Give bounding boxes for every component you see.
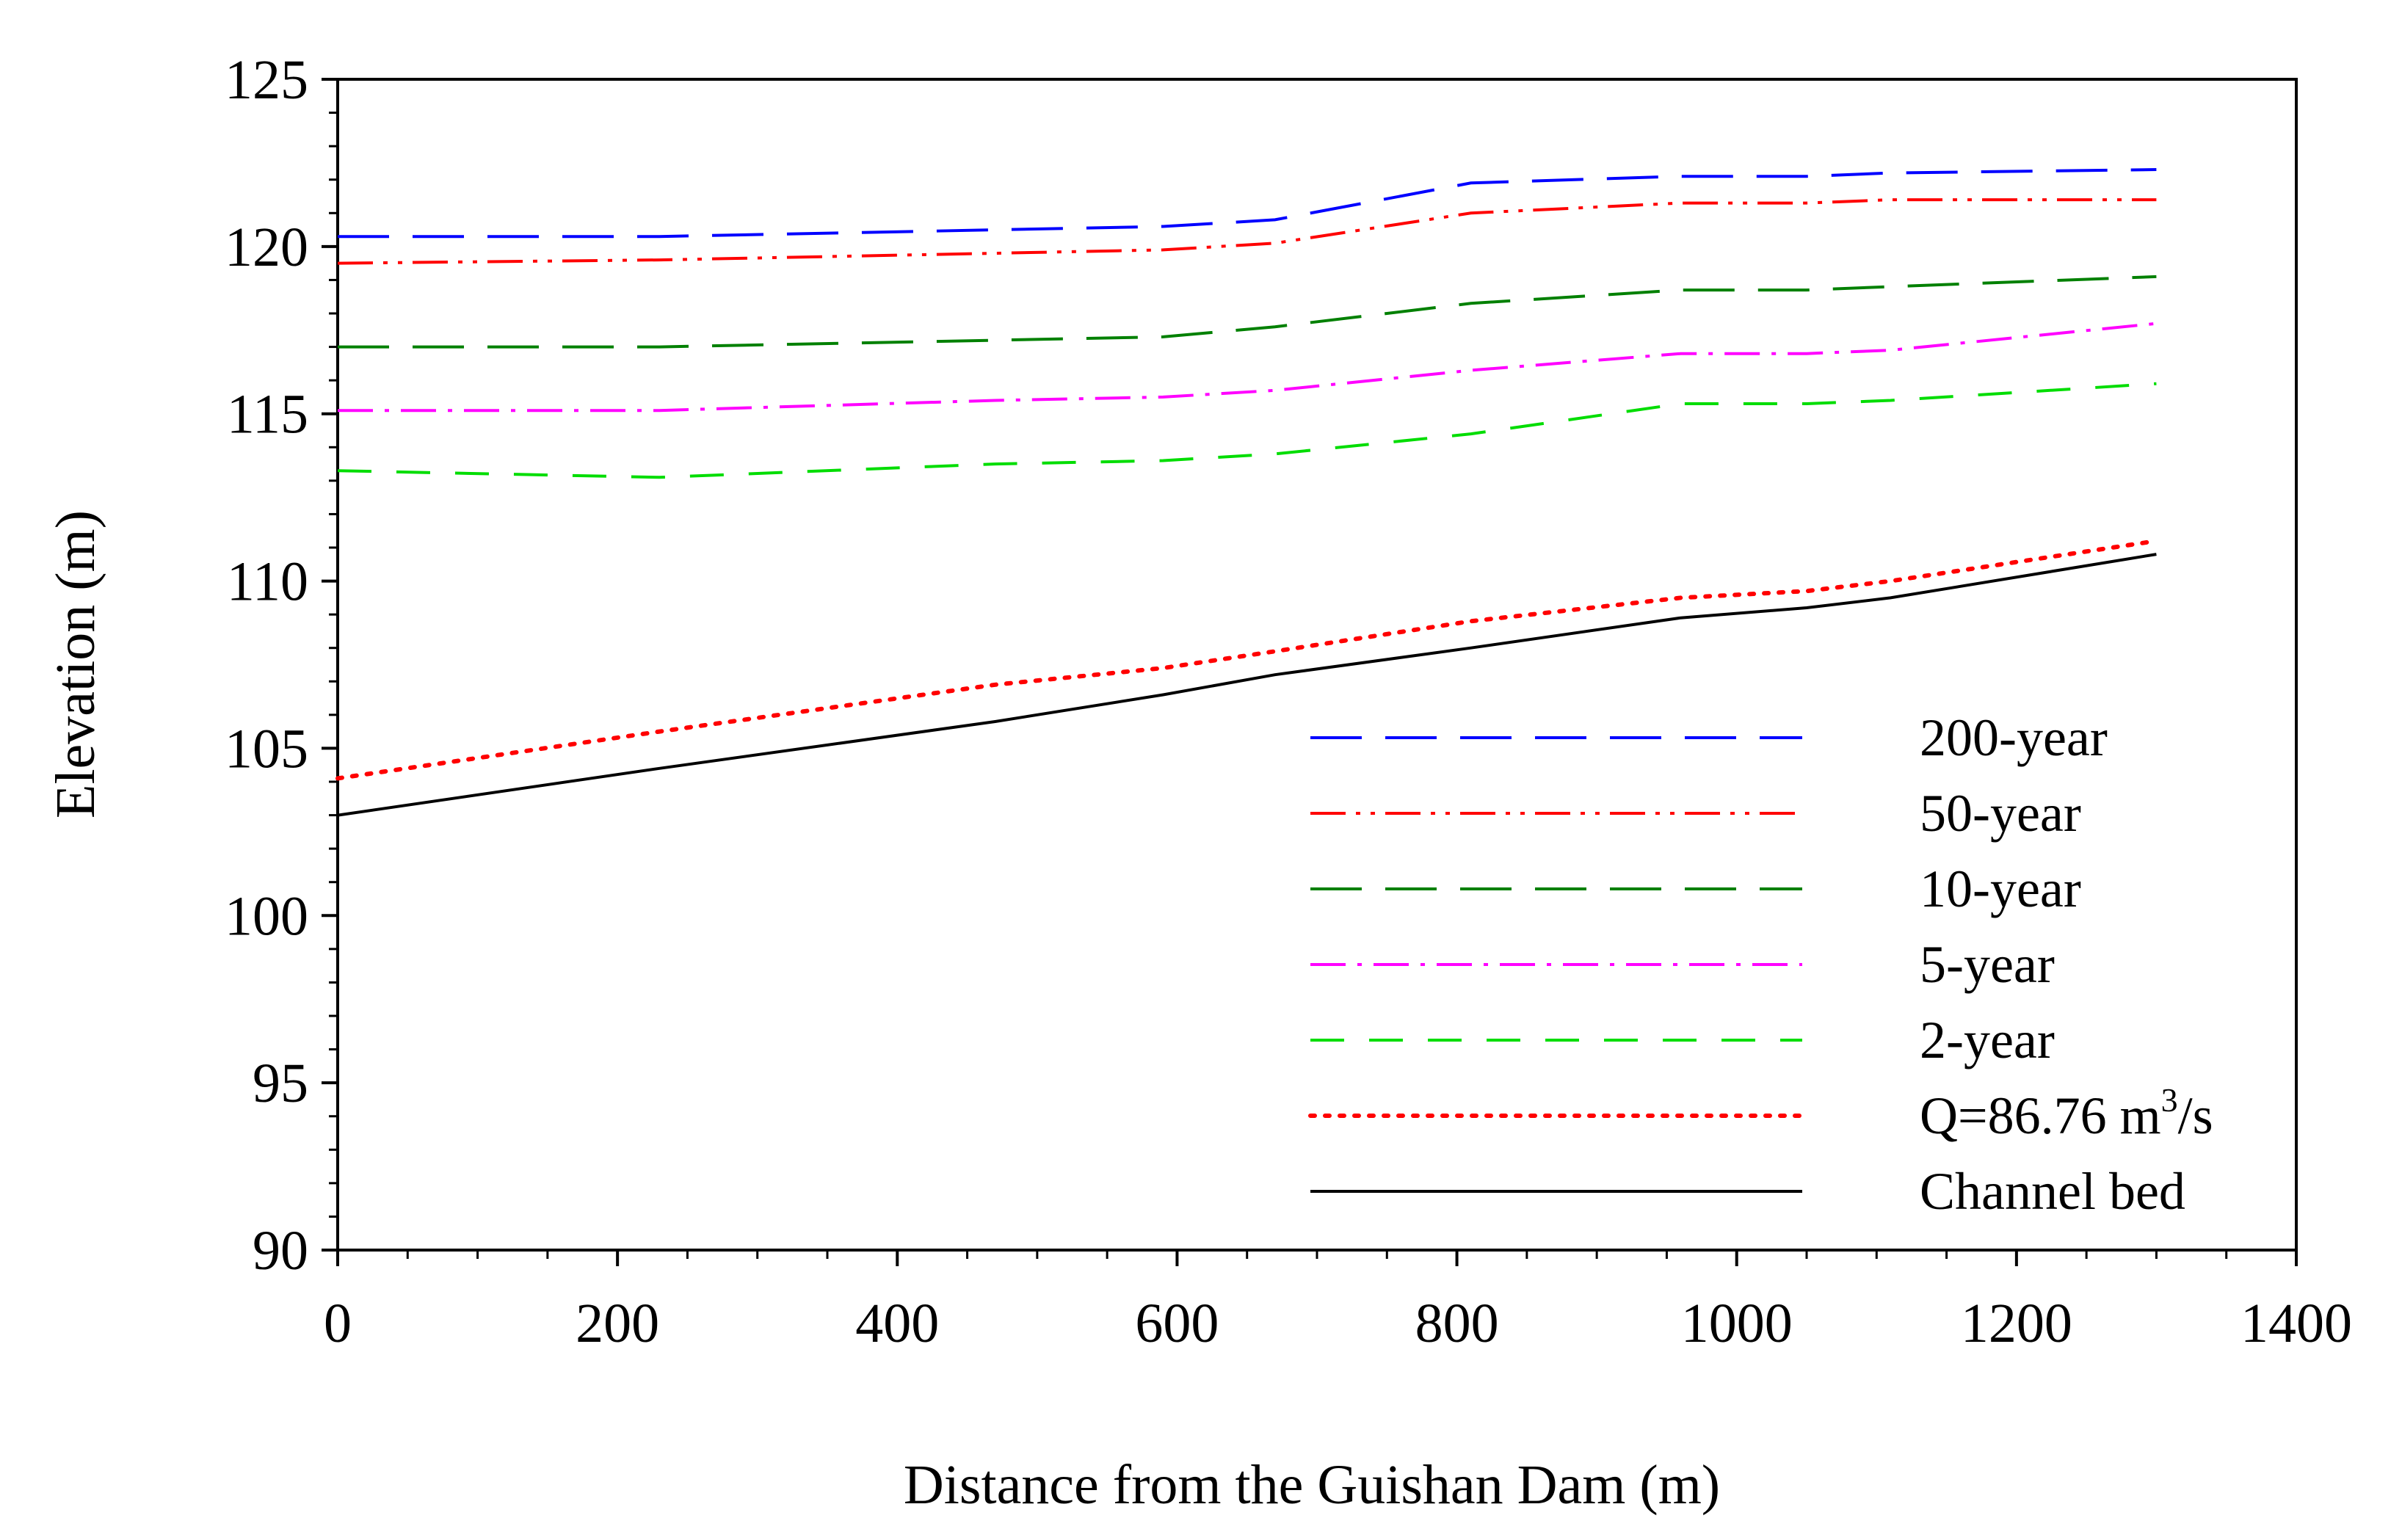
x-tick-label-800: 800 [1415,1293,1499,1354]
y-tick-label-115: 115 [227,384,308,446]
y-tick-label-100: 100 [225,885,308,947]
legend-label-channel-bed: Channel bed [1920,1162,2185,1221]
x-tick-label-0: 0 [324,1293,352,1354]
series-line-2-year [337,382,2157,479]
y-axis-title: Elevation (m) [45,510,106,818]
x-tick-label-1400: 1400 [2240,1293,2352,1354]
x-tick-label-1000: 1000 [1681,1293,1793,1354]
y-tick-label-110: 110 [227,551,308,613]
axes: 0 200 400 600 800 1000 1200 1400 90 95 100 105 110 11… [225,49,2352,1354]
legend-label-5-year: 5-year [1920,935,2055,994]
x-tick-label-400: 400 [855,1293,939,1354]
y-tick-label-90: 90 [253,1220,308,1282]
x-tick-label-1200: 1200 [1961,1293,2072,1354]
series-line-channel-bed [337,553,2157,817]
series-lines [335,168,2159,817]
legend-label-200-year: 200-year [1920,708,2108,767]
y-tick-label-125: 125 [225,49,308,111]
x-axis-title: Distance from the Guishan Dam (m) [904,1454,1720,1516]
series-line-discharge [335,538,2159,781]
y-tick-label-105: 105 [225,718,308,780]
x-tick-label-200: 200 [576,1293,659,1354]
legend-label-2-year: 2-year [1920,1011,2055,1069]
y-tick-label-95: 95 [253,1053,308,1114]
series-line-50-year [337,198,2157,265]
legend-label-50-year: 50-year [1920,784,2081,843]
legend-label-10-year: 10-year [1920,860,2081,918]
y-tick-label-120: 120 [225,217,308,278]
series-line-200-year [338,168,2157,239]
x-tick-label-600: 600 [1135,1293,1219,1354]
plot-frame [336,78,2298,1252]
legend: 200-year 50-year 10-year 5-year 2-year Q=86.7… [1308,708,2213,1221]
series-line-5-year [338,322,2157,413]
legend-label-discharge: Q=86.76 m3/s [1920,1081,2213,1145]
series-line-10-year [338,275,2157,349]
